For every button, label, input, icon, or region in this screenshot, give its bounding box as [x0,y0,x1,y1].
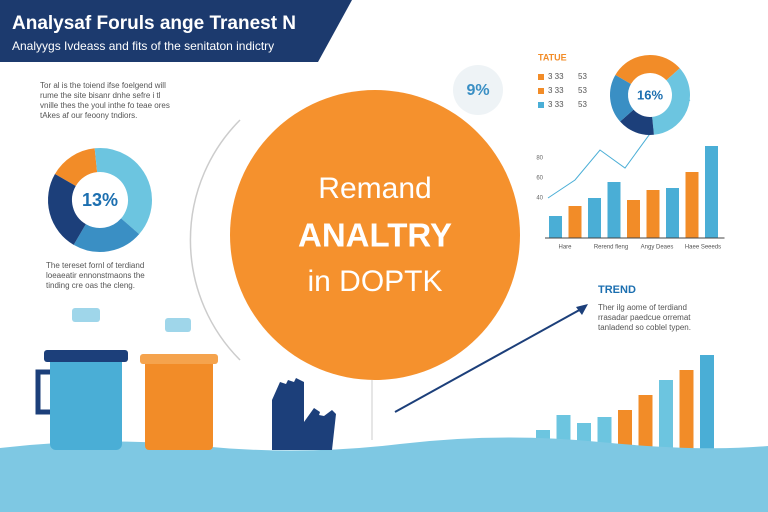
x-tick-label: Haee Seeeds [685,245,721,251]
bar [685,172,699,238]
bin-handle [35,369,50,415]
intro-line: rume the site bisanr dnhe sefre i tl [40,91,161,100]
x-tick-label: Angy Deaes [641,245,674,251]
bar [568,206,582,238]
bar [638,395,653,450]
arrow-head [576,304,588,315]
x-tick-label: Hare [558,245,572,251]
legend-value: 53 [578,86,587,95]
bin-lid [140,354,218,364]
water [0,437,768,512]
intro-line: tAkes af our feoony tndiors. [40,111,137,120]
intro-line: Tor al is the toiend ifse foelgend will [40,81,166,90]
trend-line: tanladend so coblel typen. [598,323,691,332]
icon [72,308,100,322]
legend-name: 3 33 [548,72,564,81]
bin-orange [145,360,213,450]
bar [588,198,601,238]
bar [646,190,660,238]
donut-segment [48,148,152,252]
badge: 9% [466,82,489,99]
y-tick-label: 40 [536,196,543,202]
caption-line: tinding cre oas the cleng. [46,281,135,290]
center-line: Remand [318,172,431,205]
subtitle: Analyygs Ivdeass and fits of the senitat… [12,39,274,53]
legend-name: 3 33 [548,100,564,109]
center-line: in DOPTK [307,265,442,298]
donut-segment [48,148,152,252]
legend-swatch [538,102,544,108]
y-tick-label: 80 [536,156,543,162]
caption-line: loeaeatir ennonstmaons the [46,271,145,280]
legend-swatch [538,88,544,94]
bar [597,417,612,450]
header-band [0,0,352,62]
x-tick-label: Rerend fleng [594,245,628,251]
bar [618,410,632,450]
icon [165,318,191,332]
legend-swatch [538,74,544,80]
caption-line: The tereset fornl of terdiand [46,261,144,270]
legend-title: TATUE [538,52,567,62]
bar [666,188,679,238]
center-circle [230,90,520,380]
badge-circle [453,65,503,115]
trend-title: TREND [598,284,636,296]
donut-segment [610,55,691,135]
donut-label: 16% [637,87,663,102]
bin-lid [44,350,128,362]
bar [549,216,562,238]
legend-name: 3 33 [548,86,564,95]
bin-blue [50,355,122,450]
donut-segment [610,55,691,135]
legend-value: 53 [578,72,587,81]
intro-line: vnille thes the youl inthe fo teae ores [40,101,170,110]
bar [607,182,621,238]
arc-decor [189,119,241,361]
bar [700,355,714,450]
center-line: ANALTRY [298,217,452,254]
bar [627,200,640,238]
y-tick-label: 60 [536,176,543,182]
bar [705,146,718,238]
trend-line: Ther ilg aome of terdiand [598,303,687,312]
trend-line: rrasadar paedcue orremat [598,313,691,322]
legend-value: 53 [578,100,587,109]
bar [659,380,673,450]
bar [679,370,694,450]
donut-segment [48,148,152,252]
title: Analysaf Foruls ange Tranest N [12,13,296,34]
donut-segment [610,55,691,135]
donut-label: 13% [82,190,118,210]
trend-arrow [394,307,584,413]
hand [308,410,336,450]
